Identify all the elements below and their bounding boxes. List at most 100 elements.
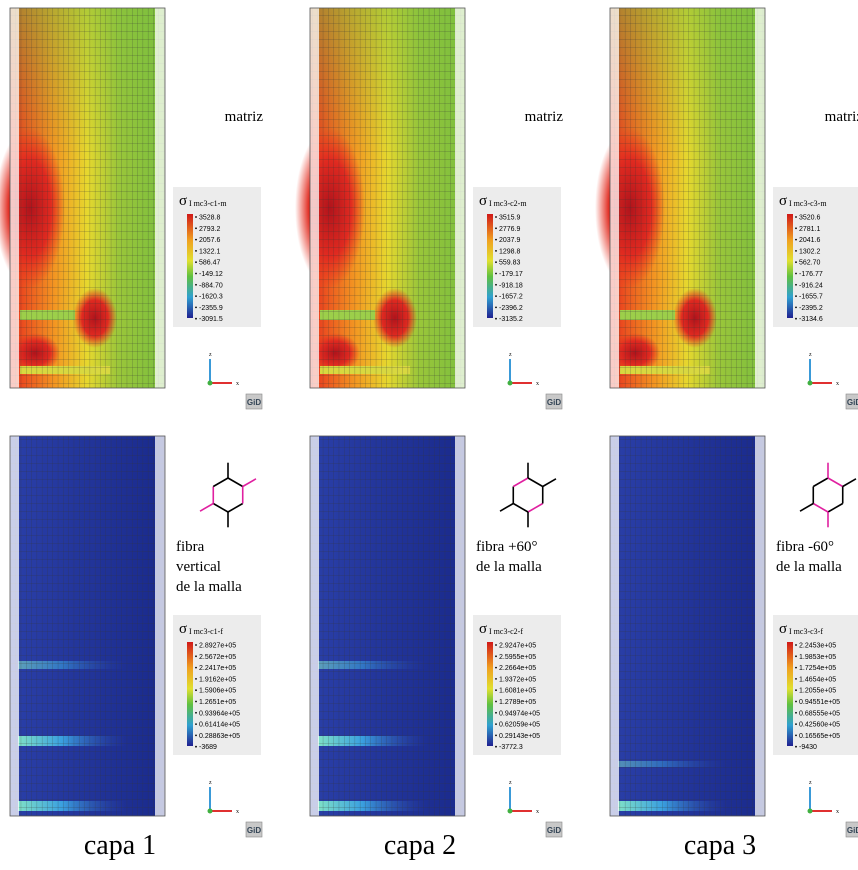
axis-origin [507,380,513,386]
legend-value: 3515.9 [499,215,521,222]
logo: GiD [247,398,261,407]
hex-arm [199,502,214,512]
panel: fibra -60° de la malla σ I mc3-c3-f 2.2453e+… [609,435,858,838]
legend-value: -3772.3 [499,744,523,751]
legend-tick [195,700,197,703]
logo-box [245,393,263,410]
legend-tick [195,227,197,230]
axis-label-x: x [236,381,239,387]
legend-tick [795,227,797,230]
plot-border [9,7,166,389]
legend-value: 1.5906e+05 [199,688,236,695]
mesh [610,436,765,816]
legend-tick [495,644,497,646]
plot-border [309,7,466,389]
legend-tick [795,295,797,297]
legend-tick [795,723,797,725]
axis-origin [207,808,213,814]
axis-label-z: z [509,780,512,786]
legend-value: 2.8927e+05 [199,643,236,650]
panel-label: fibra +60° [476,539,538,555]
legend-value: -884.70 [199,282,223,289]
legend-value: 3528.8 [199,215,221,222]
axis-label-x: x [536,809,539,815]
legend-value: 0.42560e+05 [799,722,840,729]
panel-label: de la malla [476,559,542,575]
legend-tick [195,734,197,737]
legend-tick [495,227,497,230]
legend-tick [195,238,197,241]
mesh [10,436,165,816]
mesh [310,436,465,816]
edge-strip [455,436,465,816]
logo: GiD [247,826,261,835]
legend-symbol: σ [779,621,787,637]
hex-arm [799,502,814,512]
legend-value: 586.47 [199,260,221,267]
legend-value: 0.61414e+05 [199,722,240,729]
legend-tick [795,306,797,309]
legend-tick [195,295,197,297]
legend-tick [495,678,497,680]
logo-box [845,821,858,838]
legend-tick [495,655,497,658]
legend-tick [795,734,797,737]
legend-value: 1.7254e+05 [799,665,836,672]
legend-value: -2395.2 [799,305,823,312]
legend-value: 0.29143e+05 [499,733,540,740]
legend-value: -916.24 [799,282,823,289]
legend-tick [495,689,497,692]
legend-tick [795,283,797,286]
hex-edge [512,477,529,488]
legend-value: 2037.9 [499,237,521,244]
legend-tick [495,700,497,703]
legend-tick [495,216,497,218]
legend-tick [195,261,197,264]
legend-tick [495,666,497,669]
legend-value: -1657.2 [499,294,523,301]
legend-colorbar [487,214,493,318]
legend-subscript: I mc3-c3-f [789,627,823,636]
edge-strip [10,8,19,388]
legend-tick [495,250,497,252]
edge-strip [155,8,165,388]
legend-value: 562.70 [799,260,821,267]
legend-tick [795,745,797,748]
plot-border [609,435,766,817]
legend-value: -1655.7 [799,294,823,301]
hex-arm [542,478,557,488]
hex-arm [499,502,514,512]
legend-colorbar [787,642,793,746]
panel-label: de la malla [176,579,242,595]
legend-tick [195,723,197,725]
edge-strip [310,8,319,388]
legend-tick [795,644,797,646]
logo: GiD [847,398,858,407]
legend-tick [795,655,797,658]
logo: GiD [547,398,561,407]
hex-edge [227,477,244,488]
legend-value: 2781.1 [799,226,821,233]
legend-value: 2.5955e+05 [499,654,536,661]
axis-label-z: z [509,352,512,358]
legend-symbol: σ [779,193,787,209]
legend-tick [795,238,797,241]
legend-value: 0.28863e+05 [199,733,240,740]
logo-box [245,821,263,838]
legend-tick [495,261,497,264]
legend-colorbar [487,642,493,746]
legend-value: 2057.6 [199,237,221,244]
mesh [10,8,165,388]
panel: fibra +60° de la malla σ I mc3-c2-f 2.9247e+… [309,435,563,838]
legend-value: 0.94551e+05 [799,699,840,706]
panel-label: fibra -60° [776,539,834,555]
axis-label-z: z [209,352,212,358]
logo-box [545,393,563,410]
plot-border [609,7,766,389]
hex-edge [512,502,529,513]
logo: GiD [547,826,561,835]
legend-value: 2793.2 [199,226,221,233]
hex-arm [242,478,257,488]
legend-tick [495,711,497,714]
plot-border [309,435,466,817]
